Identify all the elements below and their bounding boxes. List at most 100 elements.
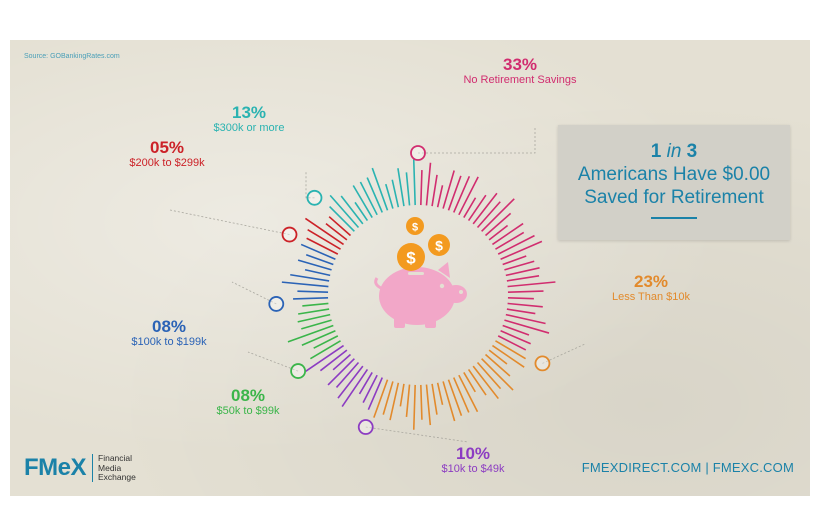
spoke xyxy=(313,335,339,349)
spoke xyxy=(502,255,527,266)
spoke xyxy=(304,268,331,277)
spoke xyxy=(458,176,479,216)
spoke xyxy=(298,308,330,315)
spoke xyxy=(412,159,416,206)
spoke xyxy=(306,237,339,255)
spoke xyxy=(301,319,332,330)
spoke xyxy=(340,195,364,225)
spoke xyxy=(405,384,411,418)
spoke xyxy=(453,377,470,413)
callout-line3: Saved for Retirement xyxy=(584,187,764,208)
spoke xyxy=(467,194,487,222)
spoke xyxy=(328,216,352,237)
spoke xyxy=(297,313,331,323)
spoke xyxy=(447,175,462,211)
slice-marker xyxy=(281,226,298,243)
slice-2 xyxy=(305,344,383,411)
spoke xyxy=(297,290,329,293)
spoke xyxy=(325,222,348,241)
slice-marker xyxy=(268,296,285,312)
spoke xyxy=(481,198,515,232)
spoke xyxy=(397,168,405,207)
slice-3 xyxy=(287,302,341,360)
spoke xyxy=(467,368,487,396)
label-10k-49k: 10% $10k to $49k xyxy=(441,444,505,475)
spoke xyxy=(281,281,329,288)
piggy-bank-icon: $ $ $ xyxy=(374,217,467,328)
infographic-canvas: Source: GOBankingRates.com $ $ xyxy=(10,40,810,496)
spoke xyxy=(341,368,369,408)
coin-icon: $ xyxy=(397,243,425,271)
spoke xyxy=(476,201,501,229)
spoke xyxy=(507,281,556,288)
spoke xyxy=(507,297,534,300)
slice-5 xyxy=(304,216,352,255)
spoke xyxy=(495,340,527,360)
coin-icon: $ xyxy=(406,217,424,235)
spoke xyxy=(302,302,329,307)
spoke xyxy=(371,167,389,211)
spoke xyxy=(301,330,336,346)
spoke xyxy=(335,361,360,388)
logo-divider xyxy=(92,454,94,483)
coin-icon: $ xyxy=(428,234,450,256)
spoke xyxy=(420,170,423,206)
spoke xyxy=(453,175,471,213)
radial-chart: $ $ $ xyxy=(169,126,586,443)
spoke xyxy=(337,365,364,399)
spoke xyxy=(304,217,345,246)
spoke xyxy=(484,212,512,237)
slice-marker xyxy=(306,189,323,206)
slice-0 xyxy=(420,162,556,351)
spoke xyxy=(305,253,334,266)
spoke xyxy=(305,344,345,373)
spoke xyxy=(307,229,341,250)
spoke xyxy=(472,365,499,400)
label-50k-99k: 08% $50k to $99k xyxy=(216,386,280,417)
spoke xyxy=(425,162,432,206)
spoke xyxy=(425,384,432,426)
spoke xyxy=(472,192,498,225)
spoke xyxy=(405,172,411,206)
spoke xyxy=(497,234,535,255)
spoke xyxy=(507,302,543,308)
spoke xyxy=(491,222,524,246)
spoke xyxy=(507,290,544,293)
slice-4 xyxy=(281,243,336,300)
spoke xyxy=(420,384,423,420)
spoke xyxy=(502,324,530,336)
slice-marker xyxy=(290,363,307,379)
source-note: Source: GOBankingRates.com xyxy=(24,53,120,60)
leader-line xyxy=(365,426,469,443)
spoke xyxy=(310,340,341,360)
spoke xyxy=(327,358,355,386)
spoke xyxy=(488,349,508,365)
spoke xyxy=(362,374,378,404)
spoke xyxy=(506,275,540,282)
leader-line xyxy=(418,126,536,154)
spoke xyxy=(481,358,514,391)
spoke xyxy=(447,379,463,416)
spoke xyxy=(389,382,400,421)
spoke xyxy=(329,194,360,229)
spoke xyxy=(497,335,527,351)
spoke xyxy=(504,319,550,334)
leader-line xyxy=(247,351,299,372)
spoke xyxy=(491,344,525,368)
spoke xyxy=(319,349,348,372)
leader-line xyxy=(231,281,277,305)
logo-subtitle: Financial Media Exchange xyxy=(98,453,136,482)
spoke xyxy=(436,382,444,405)
brand-logo[interactable]: FMeX Financial Media Exchange xyxy=(24,453,136,483)
spoke xyxy=(332,353,352,371)
callout-line2: Americans Have $0.00 xyxy=(577,164,771,185)
spoke xyxy=(458,374,479,413)
spoke xyxy=(442,381,456,422)
spoke xyxy=(476,361,502,390)
svg-text:$: $ xyxy=(435,238,443,254)
spoke xyxy=(329,206,355,232)
spoke xyxy=(382,381,394,415)
spoke xyxy=(352,185,373,218)
spoke xyxy=(505,267,540,277)
website-link[interactable]: FMEXDIRECT.COM | FMEXC.COM xyxy=(581,460,794,475)
